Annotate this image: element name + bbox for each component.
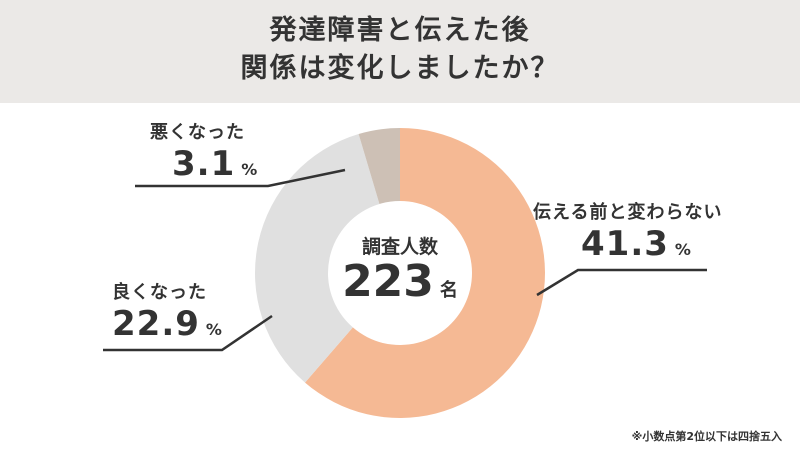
label-worse: 悪くなった 3.1% xyxy=(150,118,258,184)
footnote: ※小数点第2位以下は四捨五入 xyxy=(631,430,782,443)
center-value: 223 xyxy=(342,256,434,307)
leader-line-better xyxy=(103,314,273,352)
leader-line-unchanged xyxy=(536,268,707,297)
slice-unchanged xyxy=(305,128,545,418)
center-unit: 名 xyxy=(439,280,458,301)
center-summary: 調査人数 223 名 xyxy=(330,232,470,305)
slice-better xyxy=(254,134,380,383)
center-label: 調査人数 xyxy=(361,236,438,258)
title-line-2: 関係は変化しましたか？ xyxy=(240,53,560,84)
value-label: 22.9% xyxy=(112,304,223,344)
leader-line-worse xyxy=(135,168,346,188)
category-label: 悪くなった xyxy=(150,122,245,143)
title-line-1: 発達障害と伝えた後 xyxy=(269,15,531,46)
slice-worse xyxy=(358,128,400,204)
value-label: 3.1% xyxy=(172,144,259,184)
category-label: 良くなった xyxy=(112,282,207,303)
category-label: 伝える前と変わらない xyxy=(533,202,723,223)
label-better: 良くなった 22.9% xyxy=(112,278,223,344)
label-unchanged: 伝える前と変わらない 41.3% xyxy=(533,198,722,264)
title-banner: 発達障害と伝えた後 関係は変化しましたか？ xyxy=(0,0,800,103)
value-label: 41.3% xyxy=(581,224,692,264)
